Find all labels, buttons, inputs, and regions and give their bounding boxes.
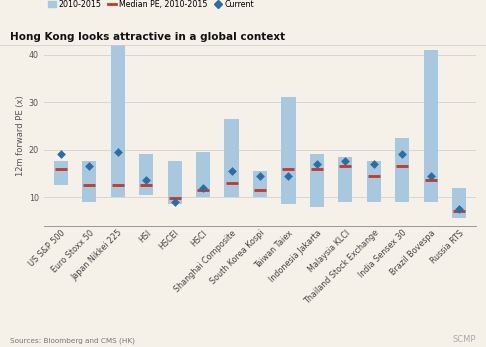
- Legend: 2010-2015, Median PE, 2010-2015, Current: 2010-2015, Median PE, 2010-2015, Current: [48, 0, 255, 9]
- Bar: [424, 50, 438, 202]
- Point: [57, 152, 65, 157]
- Bar: [82, 161, 96, 202]
- Point: [342, 159, 349, 164]
- Bar: [452, 188, 467, 218]
- Bar: [395, 138, 409, 202]
- Bar: [281, 98, 295, 204]
- Bar: [196, 152, 210, 197]
- Point: [171, 199, 178, 205]
- Point: [86, 163, 93, 169]
- Y-axis label: 12m forward PE (x): 12m forward PE (x): [16, 95, 25, 176]
- Point: [227, 168, 235, 174]
- Text: Sources: Bloomberg and CMS (HK): Sources: Bloomberg and CMS (HK): [10, 337, 135, 344]
- Bar: [367, 161, 381, 202]
- Point: [455, 206, 463, 212]
- Bar: [310, 154, 324, 206]
- Text: SCMP: SCMP: [453, 335, 476, 344]
- Bar: [111, 45, 125, 197]
- Bar: [139, 154, 153, 195]
- Bar: [338, 157, 352, 202]
- Bar: [168, 161, 182, 204]
- Point: [256, 173, 264, 178]
- Point: [370, 161, 378, 167]
- Point: [285, 173, 293, 178]
- Bar: [253, 171, 267, 197]
- Bar: [53, 161, 68, 185]
- Point: [313, 161, 321, 167]
- Point: [142, 178, 150, 183]
- Text: Hong Kong looks attractive in a global context: Hong Kong looks attractive in a global c…: [10, 32, 285, 42]
- Point: [399, 152, 406, 157]
- Bar: [225, 119, 239, 197]
- Point: [427, 173, 434, 178]
- Point: [114, 149, 122, 155]
- Point: [199, 185, 207, 191]
